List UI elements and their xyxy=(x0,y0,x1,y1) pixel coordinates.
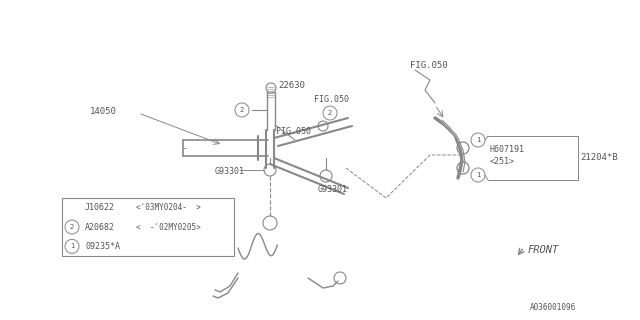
Text: G93301: G93301 xyxy=(215,167,245,177)
Text: H607191: H607191 xyxy=(490,146,525,155)
Text: 09235*A: 09235*A xyxy=(85,242,120,251)
Text: 14050: 14050 xyxy=(90,108,117,116)
Text: A20682: A20682 xyxy=(85,222,115,231)
Text: 1: 1 xyxy=(476,172,480,178)
Text: FIG.050: FIG.050 xyxy=(314,95,349,105)
Text: G93301: G93301 xyxy=(318,186,348,195)
Text: A036001096: A036001096 xyxy=(530,303,576,313)
Bar xyxy=(62,198,234,256)
Text: 1: 1 xyxy=(70,243,74,249)
Text: 2: 2 xyxy=(70,224,74,230)
Text: 1: 1 xyxy=(476,137,480,143)
Text: <'03MY0204-  >: <'03MY0204- > xyxy=(136,203,201,212)
Text: 2: 2 xyxy=(240,107,244,113)
Text: FIG.050: FIG.050 xyxy=(276,127,311,137)
Text: <  -'02MY0205>: < -'02MY0205> xyxy=(136,222,201,231)
Text: 22630: 22630 xyxy=(278,81,305,90)
Text: 21204*B: 21204*B xyxy=(580,154,618,163)
Text: <251>: <251> xyxy=(490,157,515,166)
Text: FRONT: FRONT xyxy=(528,245,559,255)
Text: FIG.050: FIG.050 xyxy=(410,60,447,69)
Text: J10622: J10622 xyxy=(85,203,115,212)
Text: 2: 2 xyxy=(328,110,332,116)
